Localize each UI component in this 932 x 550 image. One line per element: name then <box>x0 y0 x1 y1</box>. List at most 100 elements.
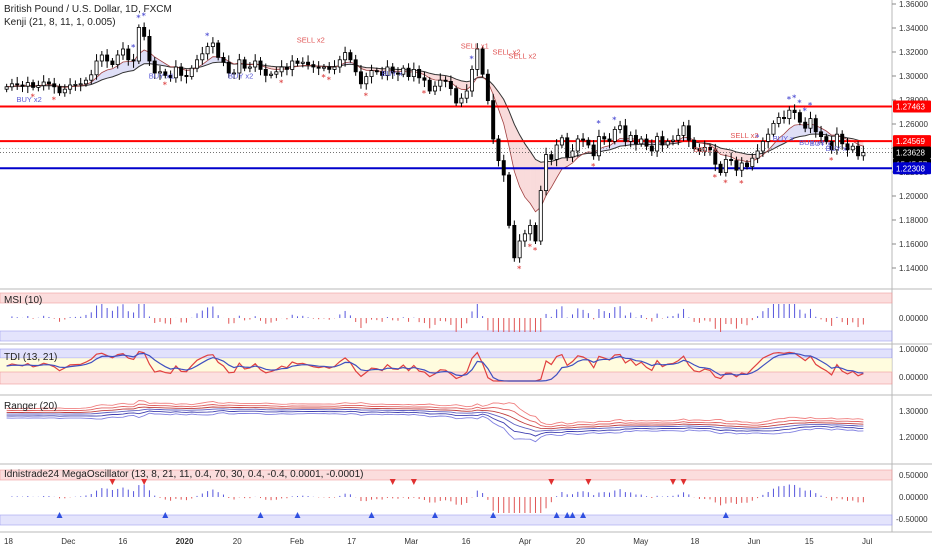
candle-body <box>787 109 792 119</box>
tdi-tick-lower: 0.00000 <box>899 373 928 382</box>
candle-body <box>496 138 501 162</box>
candle-body <box>681 125 686 136</box>
signal-marker: * <box>723 179 728 188</box>
time-tick-label: 16 <box>118 537 127 546</box>
signal-marker: * <box>364 92 369 101</box>
candle-body <box>126 48 131 61</box>
time-tick-label: May <box>633 537 648 546</box>
candle-body <box>216 42 221 58</box>
candle-body <box>263 69 268 76</box>
signal-marker: * <box>591 162 596 171</box>
signal-label: BUY x <box>381 69 402 78</box>
ribbon-segment <box>160 60 166 67</box>
osc-buy-arrow <box>564 512 571 518</box>
candle-body <box>385 66 390 76</box>
candle-body <box>115 54 120 65</box>
osc-sell-arrow <box>680 479 687 485</box>
candle-body <box>332 66 337 70</box>
candle-body <box>343 52 348 61</box>
time-tick-label: Jul <box>862 537 872 546</box>
signal-marker: * <box>803 106 808 115</box>
candle-body <box>311 64 316 68</box>
tdi-slow-line <box>6 352 864 382</box>
time-tick-label: Mar <box>404 537 418 546</box>
ribbon-segment <box>725 149 732 157</box>
candle-body <box>152 60 157 74</box>
ranger-title: Ranger (20) <box>4 401 58 412</box>
candle-body <box>411 69 416 78</box>
candle-body <box>443 79 448 82</box>
kenji-indicator-label: Kenji (21, 8, 11, 1, 0.005) <box>4 17 116 28</box>
osc-buy-arrow <box>368 512 375 518</box>
candle-body <box>776 117 781 124</box>
ranger-tick-lower: 1.20000 <box>899 433 928 442</box>
candle-body <box>723 158 728 173</box>
candle-body <box>4 86 9 90</box>
candle-body <box>433 85 437 92</box>
osc-sell-arrow <box>410 479 417 485</box>
price-tick-label: 1.34000 <box>899 24 928 33</box>
candle-body <box>94 60 99 76</box>
candle-body <box>544 154 549 192</box>
signal-label: SELL x2 <box>492 47 520 56</box>
osc-tick-zero: 0.00000 <box>899 493 928 502</box>
time-tick-label: 18 <box>4 537 13 546</box>
signal-marker: * <box>31 92 36 101</box>
candle-body <box>25 82 30 87</box>
candle-body <box>195 59 200 69</box>
candle-body <box>845 143 850 151</box>
osc-buy-arrow <box>162 512 169 518</box>
candle-body <box>602 136 607 140</box>
ribbon-segment <box>530 151 536 212</box>
candle-body <box>337 59 342 68</box>
signal-marker: * <box>808 101 813 110</box>
candle-body <box>570 150 575 158</box>
signal-marker: * <box>528 243 533 252</box>
candle-body <box>142 26 147 37</box>
candle-body <box>797 112 802 123</box>
candle-body <box>184 75 189 78</box>
candle-body <box>491 100 496 140</box>
ribbon-segment <box>107 68 113 79</box>
tdi-title: TDI (13, 21) <box>4 352 58 363</box>
candle-body <box>829 140 834 151</box>
osc-buy-arrow <box>569 512 576 518</box>
ribbon-segment <box>450 76 457 87</box>
osc-buy-arrow <box>490 512 497 518</box>
candle-body <box>660 136 665 146</box>
price-tick-label: 1.14000 <box>899 264 928 273</box>
candle-body <box>644 138 649 147</box>
signal-label: BUY x <box>826 144 847 153</box>
candle-body <box>364 76 369 85</box>
ranger-lower-mid <box>6 410 864 437</box>
ribbon-segment <box>498 91 504 124</box>
ranger-upper-inner <box>6 406 864 430</box>
ribbon-segment <box>101 70 108 80</box>
candle-body <box>686 125 691 141</box>
candle-body <box>649 145 654 152</box>
candle-body <box>475 48 480 70</box>
candle-body <box>850 145 855 151</box>
candle-body <box>390 66 395 74</box>
ribbon-segment <box>456 79 462 90</box>
resistance2-price-tag-text: 1.24569 <box>896 137 925 146</box>
candle-body <box>702 146 707 152</box>
candle-body <box>395 72 400 75</box>
last-price-tag <box>893 146 931 159</box>
osc-upper-band <box>0 469 893 481</box>
osc-buy-arrow <box>294 512 301 518</box>
time-tick-label: Dec <box>61 537 75 546</box>
candle-body <box>232 72 237 75</box>
signal-label: SELL x2 <box>508 52 536 61</box>
price-tick-label: 1.26000 <box>899 120 928 129</box>
candle-body <box>628 134 633 142</box>
candle-body <box>824 136 829 142</box>
candle-body <box>803 121 808 129</box>
ribbon-segment <box>789 125 795 141</box>
candle-body <box>448 81 453 90</box>
candle-body <box>374 70 379 73</box>
candle-body <box>253 60 258 68</box>
ribbon-segment <box>736 151 742 161</box>
ribbon-segment <box>366 67 372 71</box>
